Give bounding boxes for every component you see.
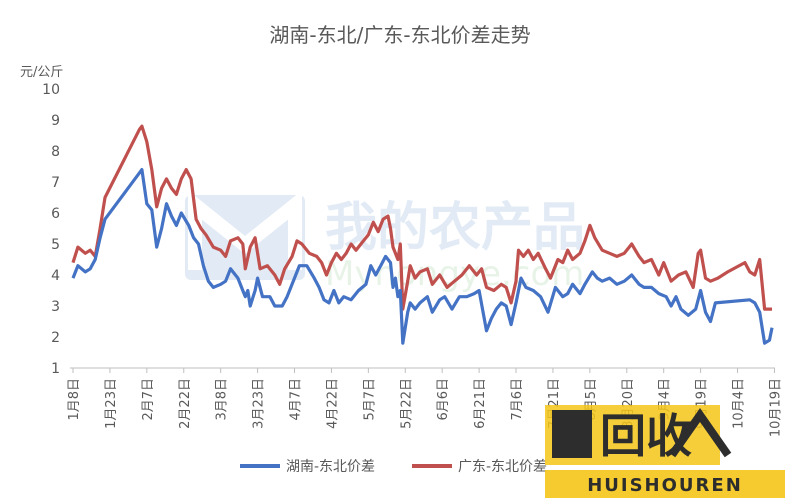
y-tick-label: 3 xyxy=(51,299,60,315)
brand-watermark: 回收 HUISHOUREN xyxy=(545,405,785,498)
x-tick-label: 1月23日 xyxy=(104,378,119,429)
y-tick-label: 1 xyxy=(51,361,60,377)
x-tick-label: 4月7日 xyxy=(289,378,304,421)
site-watermark-logo xyxy=(185,195,305,280)
y-tick-label: 6 xyxy=(51,206,60,222)
brand-badge-box xyxy=(552,410,592,458)
series-line-hunan xyxy=(71,168,774,345)
site-watermark-logo-mark xyxy=(188,190,302,270)
x-tick-label: 5月7日 xyxy=(362,378,377,421)
y-tick-label: 9 xyxy=(51,113,60,129)
x-tick-label: 2月7日 xyxy=(141,378,156,421)
x-axis: 1月8日 1月23日 2月7日 2月22日 3月8日 3月23日 4月7日 4月22日 5月7日… xyxy=(67,368,783,437)
brand-mark: 回收 xyxy=(600,409,692,463)
site-watermark-cn: 我的农产品 xyxy=(325,198,585,258)
brand-sub: HUISHOUREN xyxy=(587,475,743,496)
y-axis: 1 2 3 4 5 6 7 8 9 10 xyxy=(42,82,60,377)
y-tick-label: 5 xyxy=(51,237,60,253)
x-tick-label: 10月4日 xyxy=(732,378,747,429)
series-line-guangdong xyxy=(71,124,772,311)
x-tick-label: 4月22日 xyxy=(325,378,340,429)
legend-label-guangdong: 广东-东北价差 xyxy=(458,459,547,475)
legend: 湖南-东北价差 广东-东北价差 xyxy=(240,459,547,475)
x-tick-label: 3月23日 xyxy=(252,378,267,429)
x-tick-label: 10月19日 xyxy=(768,378,783,437)
x-tick-label: 5月22日 xyxy=(399,378,414,429)
legend-label-hunan: 湖南-东北价差 xyxy=(286,459,375,475)
x-tick-label: 2月22日 xyxy=(178,378,193,429)
y-tick-label: 10 xyxy=(42,82,60,98)
x-tick-label: 3月8日 xyxy=(215,378,230,421)
brand-sub-bg xyxy=(545,470,785,498)
x-tick-label: 6月6日 xyxy=(436,378,451,421)
x-tick-label: 1月8日 xyxy=(67,378,82,421)
brand-roof-icon xyxy=(668,408,732,458)
series-layer xyxy=(71,124,774,345)
chart-title: 湖南-东北/广东-东北价差走势 xyxy=(269,23,530,47)
x-tick-label: 7月6日 xyxy=(510,378,525,421)
y-tick-label: 4 xyxy=(51,268,60,284)
y-tick-label: 7 xyxy=(51,175,60,191)
x-tick-label: 6月21日 xyxy=(473,378,488,429)
y-axis-unit: 元/公斤 xyxy=(20,65,63,80)
site-watermark: 我的农产品 Mynongye.com xyxy=(185,190,585,294)
y-tick-label: 2 xyxy=(51,330,60,346)
y-tick-label: 8 xyxy=(51,144,60,160)
